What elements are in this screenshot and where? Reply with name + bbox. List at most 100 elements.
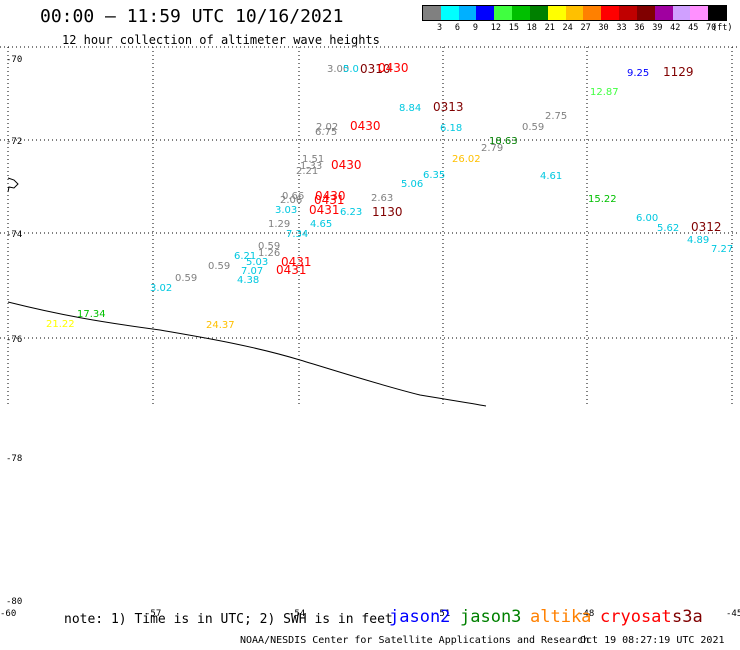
observation-label: 2.02 (316, 122, 338, 133)
legend-label: 45 (688, 23, 699, 33)
legend-label: 18 (526, 23, 537, 33)
legend-label: 36 (634, 23, 645, 33)
satellite-jason3: jason3 (460, 607, 522, 627)
observation-label: 0310 (360, 62, 391, 76)
observation-label: 24.37 (206, 320, 235, 331)
observation-label: 2.75 (545, 111, 567, 122)
legend-label: 3 (436, 23, 443, 33)
satellite-s3a: s3a (672, 607, 703, 627)
page-title: 00:00 – 11:59 UTC 10/16/2021 (40, 6, 344, 27)
observation-label: 1.33 (300, 161, 322, 172)
observation-label: 4.38 (237, 275, 259, 286)
longitude-label: -45 (726, 609, 740, 619)
observation-label: 6.00 (636, 213, 658, 224)
legend-swatch (458, 6, 477, 20)
observation-label: 26.02 (452, 154, 481, 165)
observation-label: 1.29 (268, 219, 290, 230)
observation-label: 7.27 (711, 244, 733, 255)
legend-swatch (708, 6, 727, 20)
legend-label: 39 (652, 23, 663, 33)
observation-label: 6.75 (315, 127, 337, 138)
observation-label: 3.03 (275, 205, 297, 216)
legend-label: 42 (670, 23, 681, 33)
observation-label: 8.84 (399, 103, 421, 114)
observation-label: 0313 (433, 100, 464, 114)
color-legend: 3 6 9 12 15 18 21 24 27 30 33 36 39 42 45 70 (ft) (422, 5, 733, 37)
footer-note: note: 1) Time is in UTC; 2) SWH is in fe… (64, 612, 393, 627)
footer-timestamp: Oct 19 08:27:19 UTC 2021 (580, 635, 725, 646)
latitude-label: -72 (6, 137, 22, 147)
observation-label: 0430 (350, 119, 381, 133)
latitude-label: -74 (6, 230, 22, 240)
observation-label: 0431 (281, 255, 312, 269)
footer-credit: NOAA/NESDIS Center for Satellite Applica… (240, 635, 590, 646)
latitude-label: -80 (6, 597, 22, 607)
legend-label: 33 (616, 23, 627, 33)
observation-label: 0430 (331, 158, 362, 172)
legend-swatch (601, 6, 620, 20)
observation-label: 0.66 (282, 191, 304, 202)
latitude-label: -76 (6, 335, 22, 345)
legend-swatch (476, 6, 495, 20)
legend-swatch (512, 6, 530, 20)
observation-label: 3.02 (150, 283, 172, 294)
observation-label: 0312 (691, 220, 722, 234)
observation-label: 12.87 (590, 87, 619, 98)
observation-label: 0431 (276, 263, 307, 277)
legend-label: 6 (454, 23, 460, 33)
observation-label: 4.89 (687, 235, 709, 246)
legend-swatch (494, 6, 513, 20)
observation-label: 2.79 (481, 143, 503, 154)
page-subtitle: 12 hour collection of altimeter wave hei… (62, 33, 380, 47)
observation-label: 2.21 (296, 166, 318, 177)
observation-label: 1.26 (258, 248, 280, 259)
legend-swatch (654, 6, 673, 20)
observation-label: 0431 (309, 203, 340, 217)
observation-label: 1.51 (302, 154, 324, 165)
observation-label: 0.59 (208, 261, 230, 272)
observation-label: 0430 (315, 189, 346, 203)
legend-color-bar (422, 5, 727, 21)
legend-swatch (529, 6, 548, 20)
observation-label: 15.22 (588, 194, 617, 205)
legend-label: 30 (598, 23, 609, 33)
longitude-label: -48 (578, 609, 594, 619)
observation-label: 6.35 (423, 170, 445, 181)
observation-label: 4.61 (540, 171, 562, 182)
observation-label: 5.0 (343, 64, 359, 75)
legend-label: (ft) (712, 23, 733, 33)
observation-label: 0.59 (175, 273, 197, 284)
observation-label: 5.06 (401, 179, 423, 190)
observation-label: 9.25 (627, 68, 649, 79)
longitude-label: -51 (434, 609, 450, 619)
legend-label: 70 (706, 23, 717, 33)
satellite-cryosat: cryosat (600, 607, 672, 627)
observation-label: 5.03 (246, 257, 268, 268)
satellite-jason2: jason2 (389, 607, 451, 627)
longitude-label: -60 (0, 609, 16, 619)
observation-label: 5.62 (657, 223, 679, 234)
longitude-label: -57 (145, 609, 161, 619)
legend-swatch (619, 6, 637, 20)
satellite-altika: altika (530, 607, 592, 627)
legend-swatch (672, 6, 691, 20)
observation-label: 3.00 (327, 64, 349, 75)
observation-label: 2.06 (280, 195, 302, 206)
observation-label: 21.22 (46, 319, 75, 330)
observation-label: 6.23 (340, 207, 362, 218)
observation-label: 7.07 (241, 266, 263, 277)
legend-labels: 3 6 9 12 15 18 21 24 27 30 33 36 39 42 45 70 (ft) (422, 21, 733, 35)
legend-swatch (547, 6, 566, 20)
observation-label: 7.34 (286, 229, 308, 240)
legend-swatch (690, 6, 709, 20)
observation-label: 1130 (372, 205, 403, 219)
legend-swatch (636, 6, 655, 20)
observation-label: 4.65 (310, 219, 332, 230)
legend-label: 9 (472, 23, 478, 33)
latitude-label: -78 (6, 454, 22, 464)
observation-label: 18.63 (489, 136, 518, 147)
legend-label: 21 (544, 23, 555, 33)
observation-label: 6.18 (440, 123, 462, 134)
observation-label: 0.59 (258, 241, 280, 252)
